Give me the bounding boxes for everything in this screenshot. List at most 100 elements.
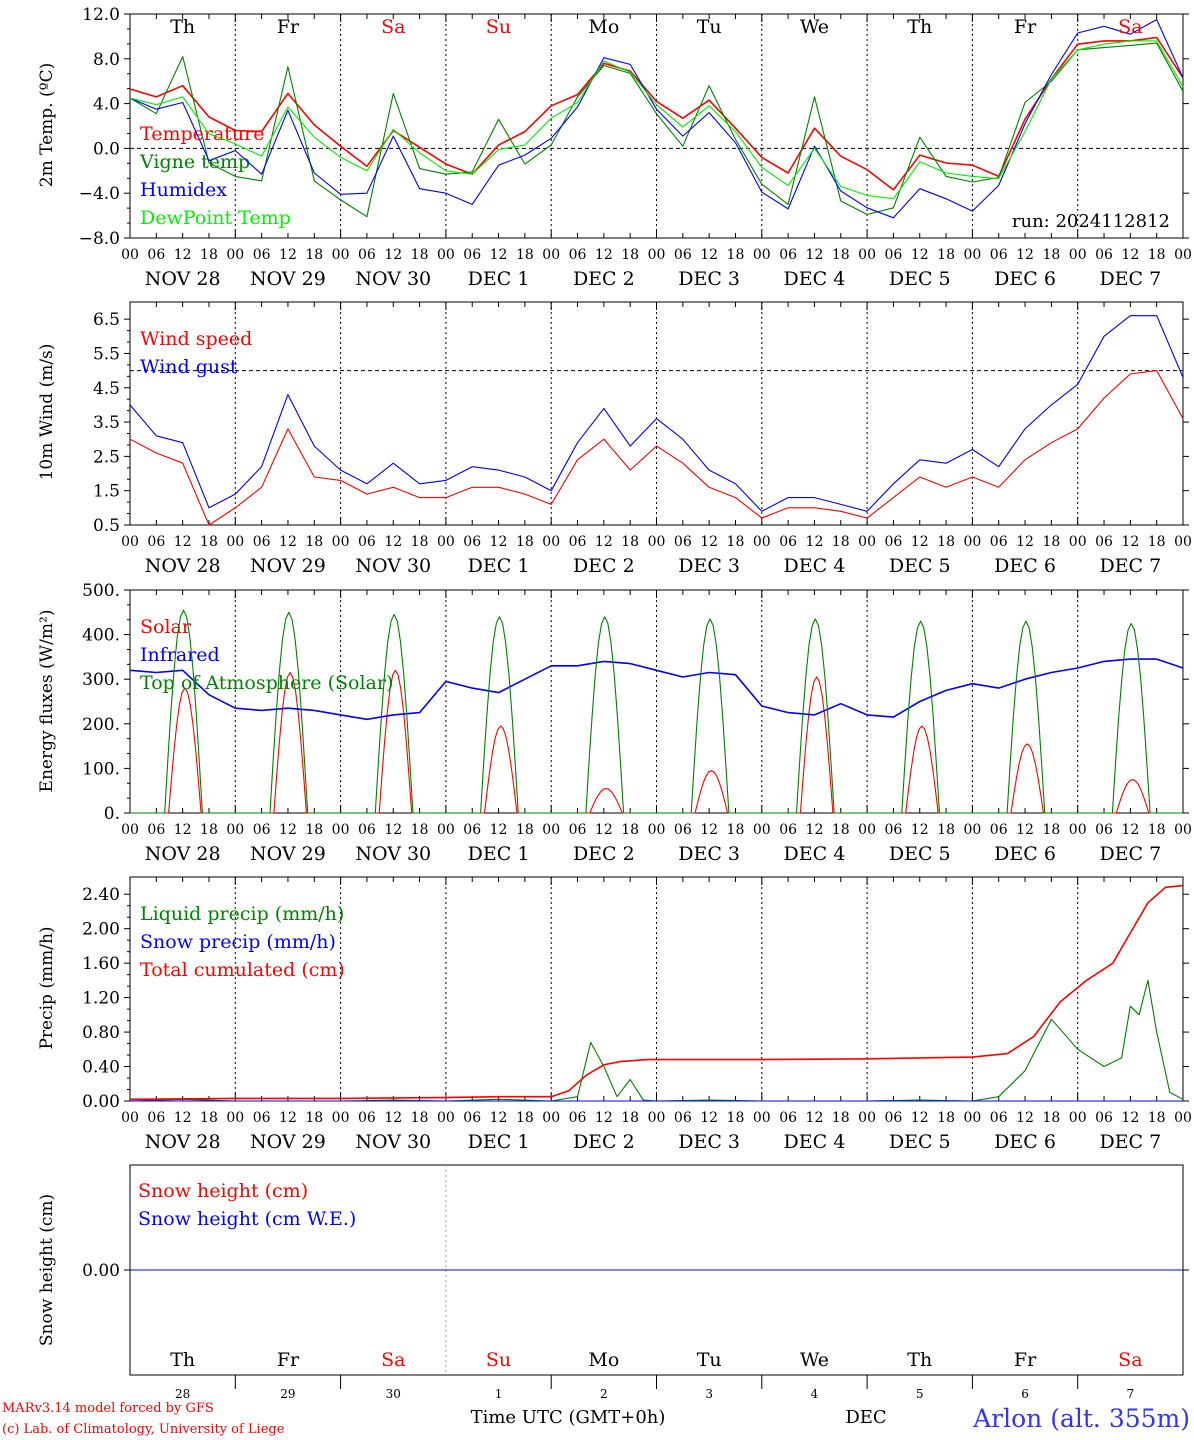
day-number: 3 <box>705 1387 713 1401</box>
day-name: Mo <box>588 16 619 38</box>
hour-label: 18 <box>832 534 850 550</box>
date-label: NOV 28 <box>145 268 221 290</box>
x-axis-title: Time UTC (GMT+0h) <box>471 1407 666 1428</box>
hour-label: 12 <box>806 534 824 550</box>
date-label: NOV 30 <box>355 1131 431 1153</box>
hour-label: 00 <box>121 247 139 263</box>
y-axis-label: Snow height (cm) <box>37 1194 57 1346</box>
hour-label: 06 <box>253 822 271 838</box>
hour-label: 18 <box>832 247 850 263</box>
series-line <box>129 315 1184 512</box>
hour-label: 00 <box>753 822 771 838</box>
date-label: NOV 28 <box>145 843 221 865</box>
date-label: NOV 28 <box>145 1131 221 1153</box>
day-number: 4 <box>811 1387 819 1401</box>
hour-label: 12 <box>911 1110 929 1126</box>
hour-label: 18 <box>411 822 429 838</box>
y-tick-label: 1.5 <box>93 482 120 502</box>
date-label: DEC 3 <box>678 268 740 290</box>
hour-label: 00 <box>963 247 981 263</box>
series-line <box>130 609 1183 814</box>
hour-label: 06 <box>779 247 797 263</box>
hour-label: 00 <box>226 822 244 838</box>
legend-entry: Top of Atmosphere (Solar) <box>140 672 393 694</box>
hour-label: 00 <box>121 534 139 550</box>
day-name: Sa <box>381 1349 405 1371</box>
hour-label: 06 <box>569 534 587 550</box>
hour-label: 18 <box>621 822 639 838</box>
panel-4: 2.40 2.00 1.60 1.20 0.80 0.40 0.00 Precip (mm/h… <box>37 876 1192 1153</box>
day-name: Fr <box>277 1349 300 1371</box>
hour-label: 12 <box>595 534 613 550</box>
series-line <box>129 370 1184 526</box>
day-name: Sa <box>1118 16 1142 38</box>
hour-label: 00 <box>753 534 771 550</box>
hour-label: 00 <box>542 247 560 263</box>
panel-2: 6.5 5.5 4.5 3.5 2.5 1.5 0.5 10m Wind (m/s) 00 06 1… <box>37 301 1192 577</box>
series-dewpoint-temp: DewPoint Temp <box>129 40 1184 229</box>
y-tick-label: 300. <box>82 670 120 690</box>
day-name: Tu <box>697 16 722 38</box>
day-number: 28 <box>175 1387 190 1401</box>
hour-label: 06 <box>147 534 165 550</box>
hour-label: 12 <box>490 247 508 263</box>
hour-label: 06 <box>569 247 587 263</box>
hour-label: 12 <box>1121 534 1139 550</box>
y-tick-label: 6.5 <box>93 310 120 330</box>
hour-label: 18 <box>305 247 323 263</box>
hour-label: 00 <box>858 1110 876 1126</box>
y-tick-label: 2.40 <box>82 885 120 905</box>
y-tick-label: −8.0 <box>79 229 120 249</box>
hour-label: 18 <box>727 1110 745 1126</box>
hour-label: 18 <box>727 247 745 263</box>
hour-label: 00 <box>332 822 350 838</box>
hour-label: 06 <box>674 822 692 838</box>
day-name: Sa <box>1118 1349 1142 1371</box>
hour-label: 18 <box>1148 1110 1166 1126</box>
credit-line-1: MARv3.14 model forced by GFS <box>2 1401 214 1416</box>
day-name: Mo <box>588 1349 619 1371</box>
y-axis-label: 10m Wind (m/s) <box>37 344 57 481</box>
y-tick-label: 0.00 <box>82 1261 120 1281</box>
hour-label: 06 <box>674 247 692 263</box>
hour-label: 18 <box>727 534 745 550</box>
panel-3: 500. 400. 300. 200. 100. 0. Energy fluxes (W/m… <box>37 581 1192 865</box>
hour-label: 12 <box>490 1110 508 1126</box>
hour-label: 06 <box>779 822 797 838</box>
date-label: DEC 3 <box>678 843 740 865</box>
date-label: DEC 3 <box>678 1131 740 1153</box>
date-label: DEC 1 <box>468 268 530 290</box>
date-label: DEC 5 <box>889 555 951 577</box>
hour-label: 00 <box>121 1110 139 1126</box>
hour-label: 12 <box>806 247 824 263</box>
series-wind-gust: Wind gust <box>129 315 1184 512</box>
y-tick-label: −4.0 <box>79 184 120 204</box>
hour-label: 18 <box>1148 247 1166 263</box>
hour-label: 06 <box>358 534 376 550</box>
day-number: 6 <box>1021 1387 1029 1401</box>
hour-label: 06 <box>253 247 271 263</box>
date-label: NOV 30 <box>355 555 431 577</box>
hour-label: 06 <box>569 822 587 838</box>
hour-label: 06 <box>885 1110 903 1126</box>
hour-label: 12 <box>1016 822 1034 838</box>
y-tick-label: 0. <box>104 804 120 824</box>
y-tick-label: 200. <box>82 715 120 735</box>
hour-label: 00 <box>542 534 560 550</box>
y-tick-label: 2.00 <box>82 920 120 940</box>
hour-label: 18 <box>200 822 218 838</box>
station-label: Arlon (alt. 355m) <box>972 1404 1190 1433</box>
y-tick-label: 100. <box>82 759 120 779</box>
hour-label: 12 <box>700 1110 718 1126</box>
hour-label: 06 <box>358 822 376 838</box>
date-label: DEC 4 <box>784 555 846 577</box>
hour-label: 12 <box>384 247 402 263</box>
hour-label: 00 <box>542 1110 560 1126</box>
date-label: DEC 6 <box>994 1131 1056 1153</box>
date-label: NOV 29 <box>250 268 326 290</box>
hour-label: 00 <box>858 534 876 550</box>
day-name: Fr <box>1014 16 1037 38</box>
hour-label: 12 <box>490 822 508 838</box>
credit-line-2: (c) Lab. of Climatology, University of L… <box>2 1422 285 1437</box>
